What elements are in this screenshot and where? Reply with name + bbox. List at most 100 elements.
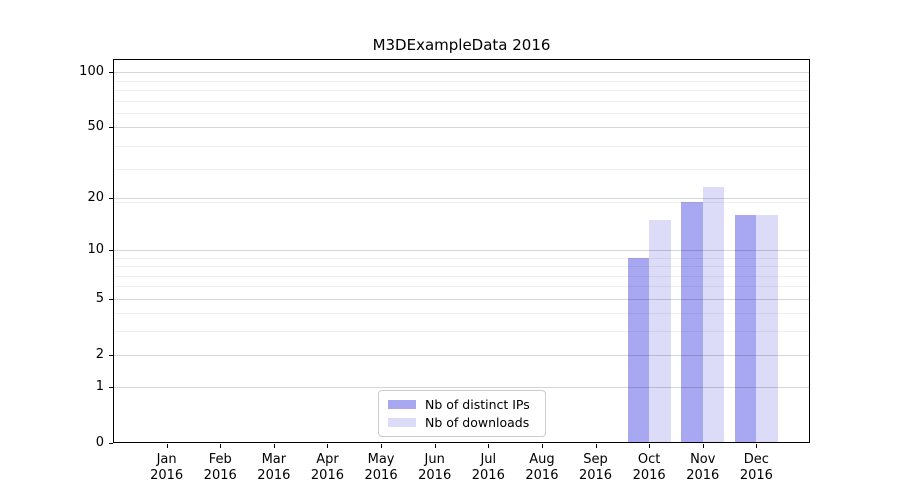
y-tick-label: 5: [95, 290, 104, 306]
x-tick: [488, 444, 490, 448]
gridline-minor: [113, 201, 810, 203]
x-tick-label: Oct 2016: [621, 452, 677, 484]
y-tick-label: 10: [87, 241, 104, 257]
gridline-minor: [113, 90, 810, 92]
gridline-major: [113, 126, 810, 128]
gridline-major: [113, 298, 810, 300]
y-tick-label: 2: [95, 346, 104, 362]
legend-item-nb-of-distinct-ips: Nb of distinct IPs: [388, 397, 536, 412]
x-tick: [381, 444, 383, 448]
x-tick: [756, 444, 758, 448]
x-tick-year: 2016: [686, 468, 720, 483]
x-tick-label: Jul 2016: [460, 452, 516, 484]
y-tick-label: 100: [79, 63, 104, 79]
bar-nb-of-downloads: [702, 187, 725, 443]
legend-label: Nb of distinct IPs: [425, 397, 530, 412]
gridline-minor: [113, 113, 810, 115]
y-tick-label: 50: [87, 118, 104, 134]
legend-item-nb-of-downloads: Nb of downloads: [388, 415, 536, 430]
gridline-minor: [113, 169, 810, 171]
x-tick-month: Mar: [261, 452, 287, 467]
y-tick: [109, 387, 113, 389]
y-tick: [109, 298, 113, 300]
x-tick-label: Nov 2016: [675, 452, 731, 484]
bar-nb-of-downloads: [649, 219, 671, 443]
x-tick-year: 2016: [739, 468, 773, 483]
x-tick-label: Sep 2016: [568, 452, 624, 484]
x-tick: [327, 444, 329, 448]
legend: Nb of distinct IPs Nb of downloads: [378, 390, 546, 437]
legend-label: Nb of downloads: [425, 415, 530, 430]
x-tick-month: Jul: [480, 452, 497, 467]
y-tick-label: 0: [95, 435, 104, 450]
x-tick-month: Sep: [583, 452, 608, 467]
gridline-major: [113, 71, 810, 73]
x-tick-year: 2016: [203, 468, 237, 483]
x-tick-label: Aug 2016: [514, 452, 570, 484]
x-tick: [595, 444, 597, 448]
x-tick-label: Dec 2016: [728, 452, 784, 484]
x-tick-year: 2016: [150, 468, 184, 483]
y-tick-label: 1: [95, 379, 104, 395]
x-tick-year: 2016: [632, 468, 666, 483]
x-tick-month: Nov: [690, 452, 716, 467]
legend-swatch-nb-of-distinct-ips: [388, 400, 416, 409]
gridline-minor: [113, 146, 810, 148]
x-tick-year: 2016: [364, 468, 398, 483]
x-tick-month: May: [367, 452, 395, 467]
gridline-major: [113, 249, 810, 251]
x-tick-year: 2016: [418, 468, 452, 483]
y-tick: [109, 249, 113, 251]
x-tick-month: Jun: [424, 452, 445, 467]
x-tick-month: Apr: [316, 452, 339, 467]
x-tick-year: 2016: [310, 468, 344, 483]
plot-area: [113, 59, 810, 443]
gridline-minor: [113, 275, 810, 277]
legend-swatch-nb-of-downloads: [388, 418, 416, 427]
x-tick-year: 2016: [578, 468, 613, 483]
x-tick-label: Mar 2016: [246, 452, 302, 484]
gridline-major: [113, 354, 810, 356]
y-tick: [109, 197, 113, 199]
gridline-major: [113, 197, 810, 199]
x-tick-year: 2016: [525, 468, 559, 483]
x-tick: [166, 444, 168, 448]
y-tick: [109, 443, 113, 444]
x-tick: [273, 444, 275, 448]
gridline-minor: [113, 286, 810, 288]
x-tick-label: Apr 2016: [299, 452, 355, 484]
bar-nb-of-distinct-ips: [734, 214, 757, 443]
gridline-minor: [113, 80, 810, 82]
x-tick: [541, 444, 543, 448]
x-tick-month: Feb: [208, 452, 232, 467]
x-tick-month: Dec: [743, 452, 769, 467]
x-tick-label: Jun 2016: [407, 452, 463, 484]
y-tick: [109, 354, 113, 356]
y-tick: [109, 126, 113, 128]
x-tick-label: May 2016: [353, 452, 409, 484]
x-tick: [434, 444, 436, 448]
gridline-minor: [113, 313, 810, 315]
y-tick-label: 20: [87, 189, 104, 205]
x-tick: [649, 444, 651, 448]
bar-nb-of-distinct-ips: [627, 257, 650, 443]
x-tick-month: Aug: [529, 452, 555, 467]
x-tick: [702, 444, 704, 448]
gridline-major: [113, 387, 810, 389]
y-tick: [109, 71, 113, 73]
gridline-minor: [113, 101, 810, 103]
x-tick: [220, 444, 222, 448]
gridline-minor: [113, 257, 810, 259]
x-tick-year: 2016: [471, 468, 505, 483]
bar-nb-of-distinct-ips: [681, 201, 703, 443]
chart-title: M3DExampleData 2016: [372, 36, 551, 54]
gridline-minor: [113, 331, 810, 333]
x-tick-month: Jan: [156, 452, 177, 467]
bar-nb-of-downloads: [756, 214, 778, 443]
x-tick-month: Oct: [637, 452, 661, 467]
x-tick-year: 2016: [257, 468, 291, 483]
x-tick-label: Jan 2016: [139, 452, 195, 484]
gridline-minor: [113, 266, 810, 268]
x-tick-label: Feb 2016: [192, 452, 248, 484]
